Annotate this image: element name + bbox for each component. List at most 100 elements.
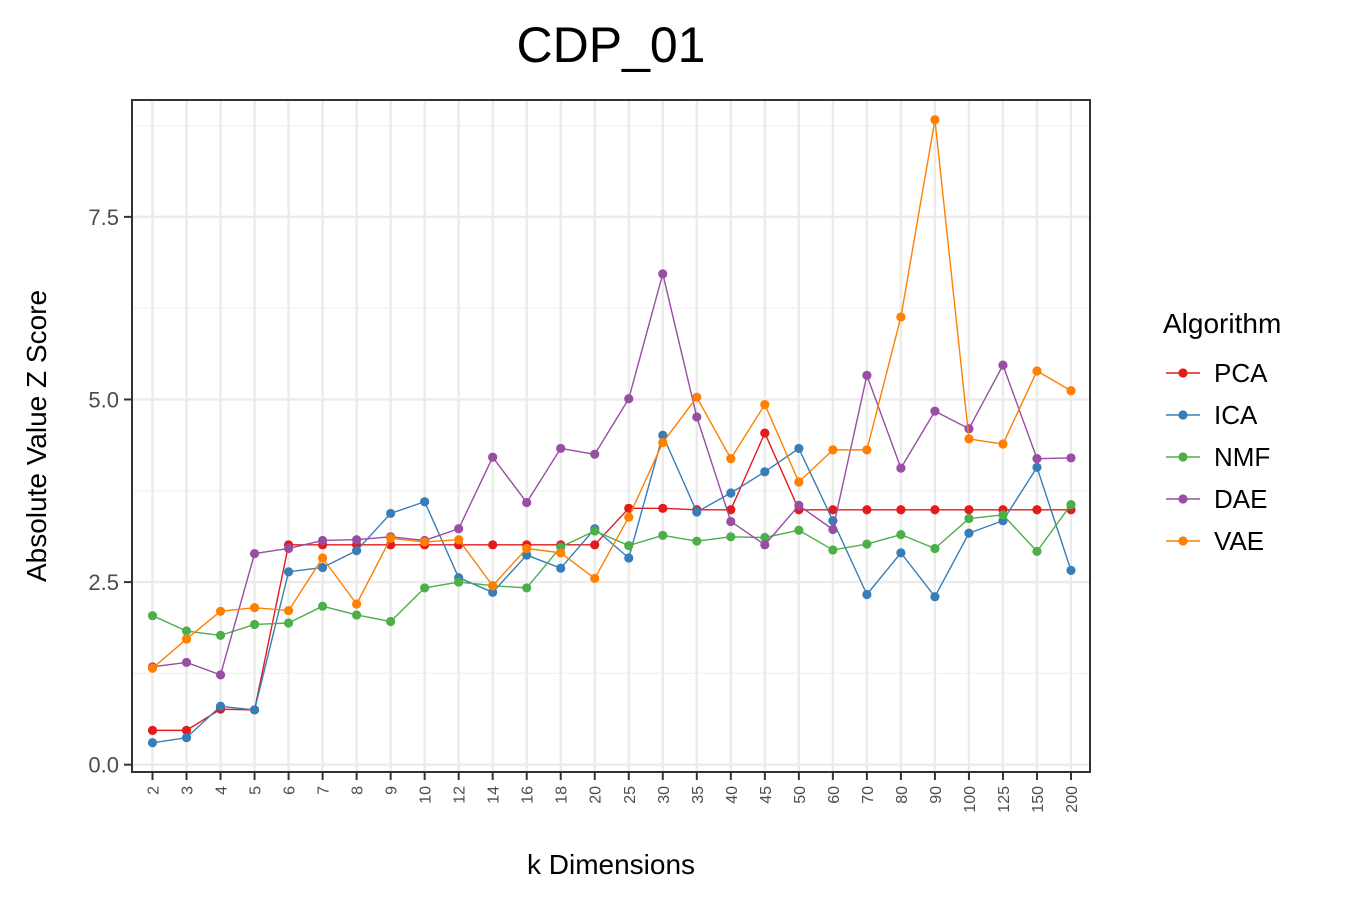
data-point [181,725,192,735]
data-point [283,567,294,577]
plot-border [131,99,1091,773]
data-point [556,563,566,573]
data-point [828,445,838,455]
data-point [283,605,294,616]
data-point [522,550,532,560]
data-point [930,406,940,416]
data-point [794,500,804,510]
data-point [998,510,1008,520]
data-point [1032,462,1042,473]
data-point [352,610,362,620]
data-point [862,505,872,515]
data-point [726,505,736,515]
data-point [624,394,634,404]
data-point [317,535,328,546]
data-point [658,437,668,448]
x-tick-label: 60 [826,786,843,804]
x-tick-label: 4 [214,786,231,795]
data-point [488,587,498,597]
data-point [147,663,158,673]
data-point [692,507,702,517]
series-line-vae [152,119,1072,669]
data-point [249,603,260,613]
legend-label: NMF [1214,442,1270,472]
x-tick-label: 14 [486,786,503,804]
x-tick-label: 7 [316,786,333,795]
plot-panel [132,100,1090,772]
data-point [930,505,940,515]
legend-title: Algorithm [1163,308,1281,339]
data-point [964,505,974,515]
series-line-nmf [152,504,1072,637]
legend-entry-pca: PCA [1166,358,1268,388]
data-point [317,553,328,563]
y-tick-label: 7.5 [88,205,119,230]
x-tick-label: 8 [350,786,367,795]
y-tick-label: 5.0 [88,387,119,412]
data-point [828,505,838,515]
data-point [828,524,838,535]
x-tick-label: 6 [282,786,299,795]
data-point [726,454,736,464]
data-point [420,583,430,593]
data-point [454,577,464,587]
data-point [317,601,328,611]
data-point [420,497,430,507]
data-point [454,524,464,534]
x-axis-title: k Dimensions [527,849,695,880]
y-axis-title: Absolute Value Z Score [21,290,52,582]
data-point [896,505,906,515]
data-point [386,508,396,519]
data-point [283,543,294,554]
data-point [896,548,906,558]
data-point [930,543,940,554]
data-point [420,537,430,547]
legend-key-point [1178,368,1188,378]
data-point [760,399,770,410]
data-point [249,549,260,559]
data-point [1066,565,1076,576]
x-tick-label: 2 [146,786,163,795]
data-point [454,535,464,545]
data-point [352,599,362,609]
data-point [249,705,260,715]
data-point [658,269,668,279]
data-point [726,532,736,542]
data-point [352,546,362,556]
data-point [760,540,770,550]
data-point [862,589,872,600]
data-point [862,539,872,549]
data-point [692,536,702,546]
x-tick-label: 18 [554,786,571,804]
y-tick-label: 0.0 [88,753,119,778]
x-tick-label: 10 [418,786,435,804]
series-vae [147,115,1076,673]
x-tick-label: 9 [384,786,401,795]
data-point [692,412,702,422]
data-point [147,738,158,748]
data-point [760,532,770,543]
data-point [488,581,498,591]
data-point [794,443,804,454]
data-point [317,562,328,573]
y-axis: 0.0 2.5 5.0 7.5 [88,205,132,778]
series-layer [147,115,1076,748]
x-tick-label: 20 [588,786,605,804]
data-point [590,449,600,459]
data-point [215,630,226,641]
legend-key-point [1178,536,1188,546]
data-point [488,452,498,462]
data-point [1032,366,1042,376]
legend-entry-ica: ICA [1166,400,1258,430]
x-tick-label: 125 [996,786,1013,813]
data-point [590,540,600,550]
data-point [896,312,906,322]
x-tick-label: 90 [928,786,945,804]
data-point [692,392,702,402]
x-tick-label: 3 [180,786,197,795]
x-tick-label: 100 [962,786,979,813]
data-point [896,530,906,540]
data-point [1032,505,1042,515]
x-tick-label: 12 [452,786,469,804]
